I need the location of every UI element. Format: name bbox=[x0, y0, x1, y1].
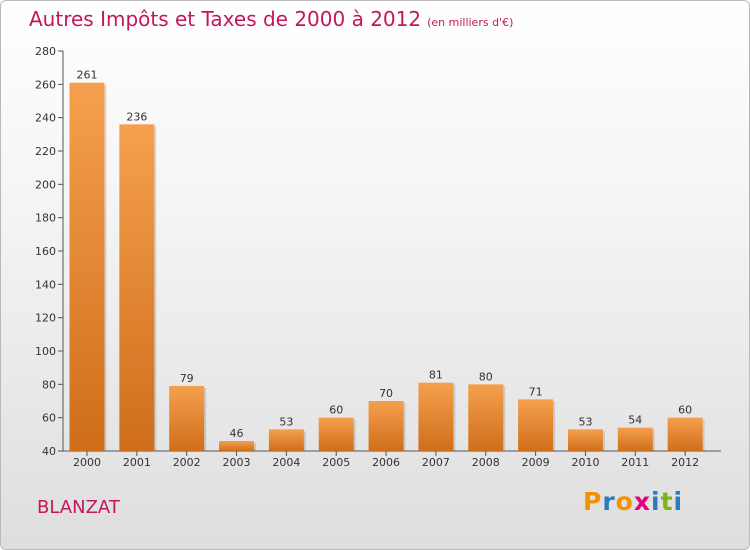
x-tick-label: 2011 bbox=[621, 456, 649, 469]
bar-value-label: 53 bbox=[279, 415, 293, 428]
y-tick-label: 280 bbox=[35, 45, 56, 58]
logo-letter: P bbox=[583, 487, 603, 516]
x-tick-label: 2008 bbox=[472, 456, 500, 469]
bar bbox=[418, 382, 454, 451]
logo-letter: o bbox=[615, 487, 634, 516]
x-tick-label: 2003 bbox=[223, 456, 251, 469]
y-tick-label: 200 bbox=[35, 178, 56, 191]
bar-value-label: 53 bbox=[578, 415, 592, 428]
place-name: BLANZAT bbox=[37, 497, 120, 518]
bar bbox=[268, 429, 304, 451]
title-text: Autres Impôts et Taxes de 2000 à 2012 bbox=[29, 7, 422, 31]
bar-value-label: 71 bbox=[529, 385, 543, 398]
y-tick-label: 220 bbox=[35, 145, 56, 158]
bar-value-label: 54 bbox=[628, 414, 642, 427]
logo-letter: i bbox=[651, 487, 661, 516]
logo-letter: i bbox=[673, 487, 684, 516]
x-tick-label: 2002 bbox=[173, 456, 201, 469]
x-tick-label: 2007 bbox=[422, 456, 450, 469]
bar bbox=[468, 384, 504, 451]
bar bbox=[119, 124, 155, 451]
x-tick-label: 2012 bbox=[671, 456, 699, 469]
x-tick-label: 2000 bbox=[73, 456, 101, 469]
bar-value-label: 261 bbox=[77, 69, 98, 82]
bar bbox=[368, 401, 404, 451]
y-tick-label: 60 bbox=[42, 412, 56, 425]
bar-value-label: 70 bbox=[379, 387, 393, 400]
logo-letter: r bbox=[602, 487, 616, 516]
y-tick-label: 100 bbox=[35, 345, 56, 358]
bar-value-label: 80 bbox=[479, 370, 493, 383]
bar-value-label: 60 bbox=[329, 404, 343, 417]
logo-letter: x bbox=[633, 487, 651, 516]
data-labels: 261 236 79 46 53 60 70 81 80 71 53 54 60 bbox=[77, 69, 693, 440]
x-tick-label: 2001 bbox=[123, 456, 151, 469]
x-tick-label: 2009 bbox=[522, 456, 550, 469]
logo-letter: t bbox=[660, 487, 674, 516]
x-tick-label: 2004 bbox=[272, 456, 300, 469]
bar bbox=[667, 417, 703, 451]
proxiti-logo: Proxiti bbox=[583, 487, 683, 516]
bar-value-label: 46 bbox=[230, 427, 244, 440]
y-tick-label: 260 bbox=[35, 78, 56, 91]
chart-title: Autres Impôts et Taxes de 2000 à 2012 (en… bbox=[29, 7, 513, 31]
y-tick-label: 180 bbox=[35, 212, 56, 225]
unit-note: (en milliers d'€) bbox=[427, 16, 514, 29]
bar bbox=[518, 399, 554, 451]
y-tick-label: 120 bbox=[35, 312, 56, 325]
bar bbox=[318, 417, 354, 451]
y-tick-label: 40 bbox=[42, 445, 56, 458]
y-tick-label: 140 bbox=[35, 278, 56, 291]
bar bbox=[219, 441, 255, 451]
bar-value-label: 81 bbox=[429, 369, 443, 382]
bar-value-label: 60 bbox=[678, 404, 692, 417]
x-tick-label: 2005 bbox=[322, 456, 350, 469]
bar bbox=[169, 386, 205, 451]
bar-value-label: 236 bbox=[126, 110, 147, 123]
bars bbox=[69, 82, 705, 452]
y-axis: 40 60 80 100 120 140 160 180 200 220 240 260 280 bbox=[35, 45, 64, 458]
bar bbox=[567, 429, 603, 451]
bar bbox=[69, 82, 105, 452]
x-tick-label: 2010 bbox=[571, 456, 599, 469]
y-tick-label: 80 bbox=[42, 378, 56, 391]
y-tick-label: 240 bbox=[35, 112, 56, 125]
x-axis: 2000 2001 2002 2003 2004 2005 2006 2007 2008 2009… bbox=[63, 450, 721, 469]
bar-value-label: 79 bbox=[180, 372, 194, 385]
y-tick-label: 160 bbox=[35, 245, 56, 258]
x-tick-label: 2006 bbox=[372, 456, 400, 469]
bar bbox=[617, 427, 653, 451]
